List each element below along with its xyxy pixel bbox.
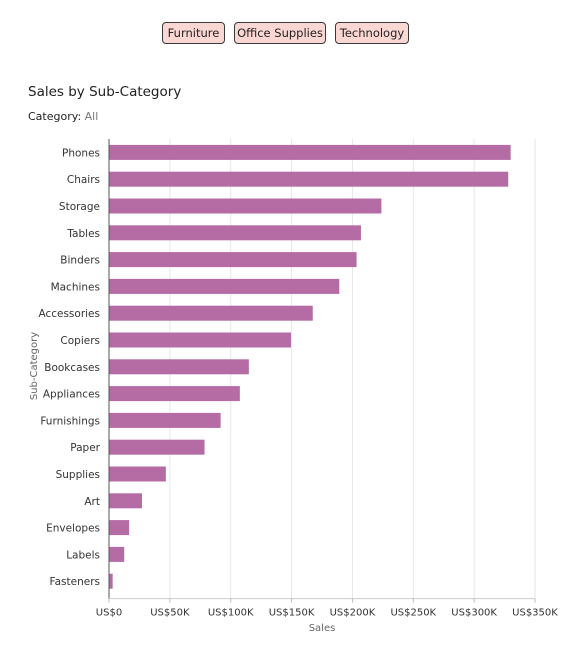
y-axis-title: Sub-Category (29, 332, 40, 400)
x-tick-label-us-50k: US$50K (150, 608, 190, 619)
bar-binders[interactable] (109, 252, 357, 268)
x-tick-label-us-300k: US$300K (451, 608, 497, 619)
y-tick-label-storage: Storage (59, 201, 100, 213)
filter-button-technology[interactable]: Technology (335, 22, 409, 44)
bar-machines[interactable] (109, 278, 340, 294)
bar-labels[interactable] (109, 546, 125, 562)
x-tick-label-us-350k: US$350K (512, 608, 558, 619)
y-tick-label-machines: Machines (51, 281, 100, 293)
bar-accessories[interactable] (109, 305, 313, 321)
filter-button-office-supplies[interactable]: Office Supplies (234, 22, 326, 44)
y-tick-label-phones: Phones (62, 147, 100, 159)
y-tick-label-labels: Labels (66, 549, 100, 561)
y-tick-label-fasteners: Fasteners (50, 576, 100, 588)
y-tick-label-binders: Binders (60, 255, 100, 267)
x-tick-label-us-200k: US$200K (330, 608, 376, 619)
x-axis-title: Sales (309, 623, 336, 634)
bar-storage[interactable] (109, 198, 382, 214)
y-tick-label-chairs: Chairs (67, 174, 100, 186)
y-tick-label-copiers: Copiers (60, 335, 100, 347)
y-tick-label-accessories: Accessories (38, 308, 100, 320)
bar-supplies[interactable] (109, 466, 166, 482)
x-tick-label-us-250k: US$250K (390, 608, 436, 619)
y-tick-label-appliances: Appliances (43, 389, 100, 401)
y-tick-label-supplies: Supplies (56, 469, 100, 481)
bar-art[interactable] (109, 493, 142, 509)
bar-bookcases[interactable] (109, 359, 249, 375)
x-tick-label-us-0: US$0 (96, 608, 122, 619)
chart-title: Sales by Sub-Category (28, 84, 182, 100)
bar-phones[interactable] (109, 144, 511, 160)
y-tick-label-art: Art (84, 496, 100, 508)
bar-chairs[interactable] (109, 171, 509, 187)
y-tick-labels: Phones Chairs Storage Tables Binders Machines… (38, 147, 100, 588)
bar-envelopes[interactable] (109, 520, 130, 536)
bar-paper[interactable] (109, 439, 205, 455)
filter-button-furniture[interactable]: Furniture (162, 22, 225, 44)
category-filter-bar: Furniture Office Supplies Technology (0, 22, 588, 46)
category-label: Category: (28, 110, 82, 123)
x-tick-label-us-100k: US$100K (208, 608, 254, 619)
bar-tables[interactable] (109, 225, 361, 241)
bar-copiers[interactable] (109, 332, 291, 348)
y-tick-label-envelopes: Envelopes (46, 523, 100, 535)
bar-appliances[interactable] (109, 386, 240, 402)
axes (108, 139, 536, 603)
x-tick-labels: US$0 US$50K US$100K US$150K US$200K US$250K US… (96, 608, 558, 619)
y-tick-label-bookcases: Bookcases (44, 362, 100, 374)
category-value: All (84, 110, 99, 123)
y-tick-label-furnishings: Furnishings (40, 415, 100, 427)
x-tick-label-us-150k: US$150K (269, 608, 315, 619)
bars (109, 144, 511, 589)
y-tick-label-tables: Tables (66, 228, 100, 240)
bar-furnishings[interactable] (109, 412, 221, 428)
category-indicator: Category: All (28, 110, 98, 123)
bar-fasteners[interactable] (109, 573, 113, 589)
gridlines (169, 139, 536, 599)
y-tick-label-paper: Paper (70, 442, 100, 454)
